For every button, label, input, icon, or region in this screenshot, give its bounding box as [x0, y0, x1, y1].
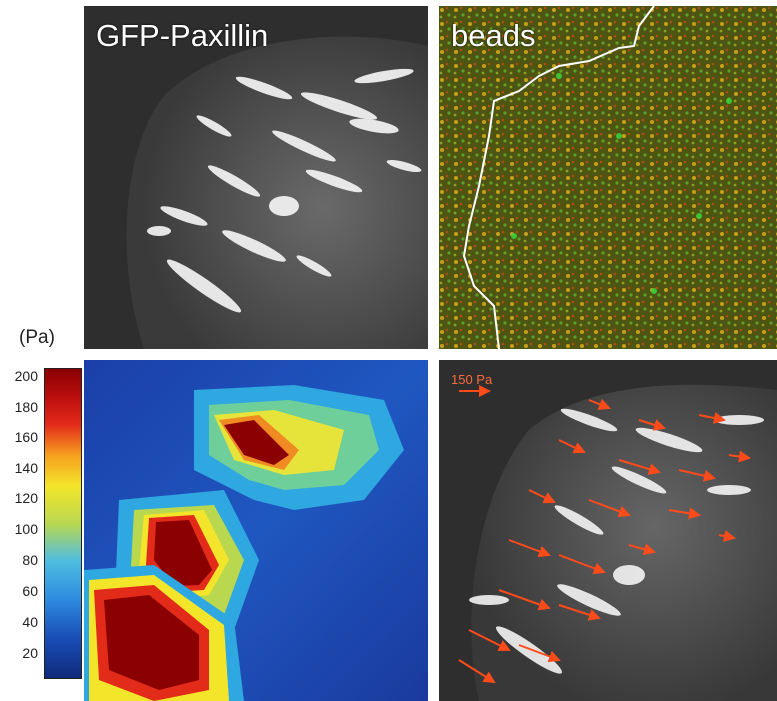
colorbar-tick: 120 [14, 490, 38, 506]
colorbar-tick: 160 [14, 429, 38, 445]
gfp-paxillin-label: GFP-Paxillin [96, 18, 269, 53]
traction-vector-image [439, 360, 777, 701]
gfp-paxillin-panel: GFP-Paxillin [84, 6, 428, 349]
scale-bar-label: 150 Pa [451, 372, 493, 387]
traction-heatmap-image [84, 360, 428, 701]
beads-image [439, 6, 777, 349]
colorbar-tick: 100 [14, 521, 38, 537]
colorbar-tick: 200 [14, 368, 38, 384]
colorbar-unit: (Pa) [19, 327, 55, 348]
colorbar [44, 368, 82, 679]
colorbar-tick: 60 [22, 583, 38, 599]
traction-heatmap-panel [84, 360, 428, 701]
colorbar-tick: 80 [22, 552, 38, 568]
colorbar-tick: 20 [22, 645, 38, 661]
colorbar-tick: 40 [22, 614, 38, 630]
beads-label: beads [451, 18, 536, 53]
colorbar-tick: 140 [14, 460, 38, 476]
beads-panel: beads [439, 6, 777, 349]
traction-vector-panel: 150 Pa [439, 360, 777, 701]
colorbar-tick: 180 [14, 399, 38, 415]
gfp-paxillin-image [84, 6, 428, 349]
